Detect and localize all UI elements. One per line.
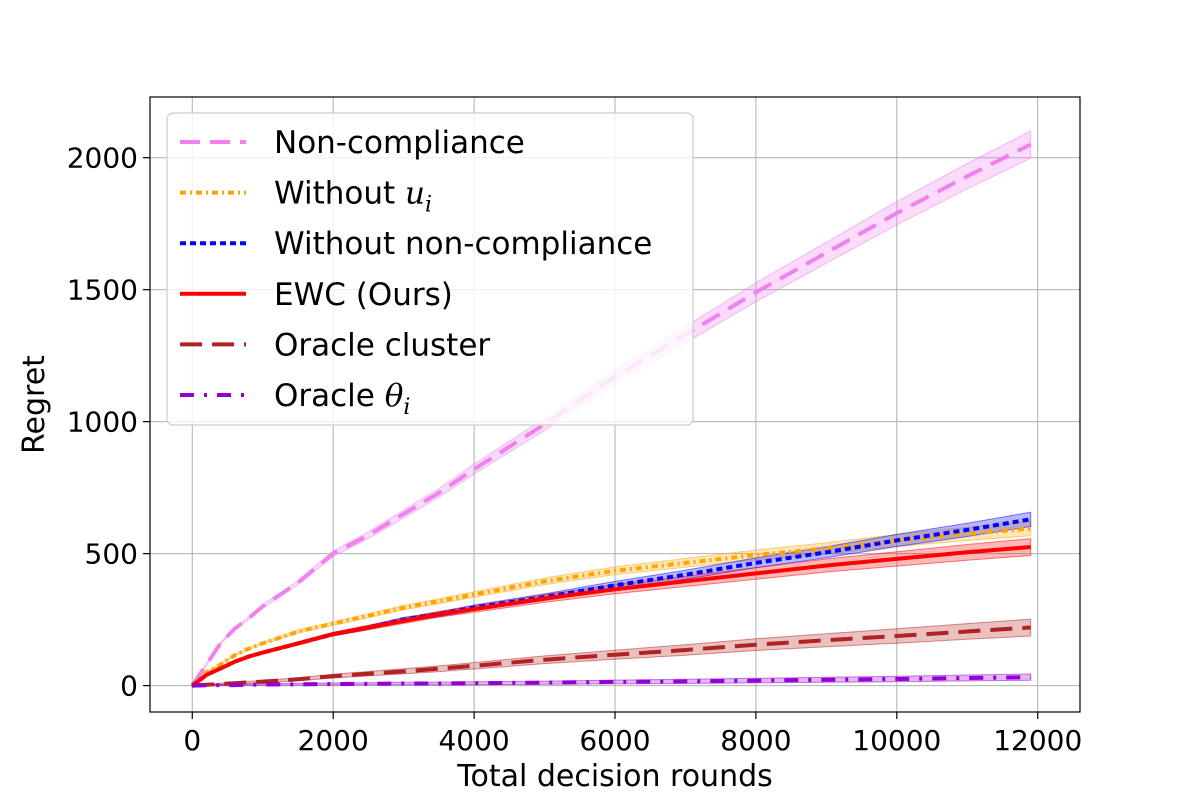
x-tick-label: 10000 <box>852 724 941 757</box>
series-line-1 <box>190 526 1031 688</box>
legend-entry-main: Non-compliance <box>274 125 525 161</box>
legend-entry-main: Oracle <box>274 378 385 414</box>
legend-entry-symbol: θ <box>385 378 404 414</box>
y-tick-label: 0 <box>120 670 138 703</box>
legend-entry-subscript: i <box>403 395 410 420</box>
legend-entry-main: EWC (Ours) <box>274 277 453 313</box>
x-tick-label: 2000 <box>298 724 369 757</box>
x-axis-label: Total decision rounds <box>456 759 773 794</box>
y-tick-label: 1500 <box>67 274 138 307</box>
legend-entry-symbol: u <box>405 176 425 212</box>
series-line-0 <box>190 142 1032 687</box>
legend-entry-main: Without non-compliance <box>274 226 652 262</box>
y-axis-label: Regret <box>17 355 52 454</box>
legend-entry-subscript: i <box>425 193 432 218</box>
legend-entry-1: Without ui <box>274 176 432 218</box>
series-lines <box>190 142 1032 688</box>
legend-entry-5: Oracle θi <box>274 378 410 420</box>
legend-entry-main: Oracle cluster <box>274 327 490 363</box>
band-1 <box>191 520 1032 688</box>
x-tick-label: 4000 <box>438 724 509 757</box>
x-tick-label: 0 <box>183 724 201 757</box>
series-line-5 <box>192 675 1031 688</box>
legend-entry-main: Without <box>274 176 405 212</box>
y-tick-label: 500 <box>85 538 138 571</box>
x-tick-label: 8000 <box>720 724 791 757</box>
band-3 <box>191 538 1032 688</box>
x-tick-label: 6000 <box>579 724 650 757</box>
legend-entry-3: EWC (Ours) <box>274 277 453 313</box>
series-line-3 <box>191 545 1031 688</box>
legend-entry-4: Oracle cluster <box>274 327 490 363</box>
legend-entry-0: Non-compliance <box>274 125 525 161</box>
y-tick-label: 1000 <box>67 406 138 439</box>
x-tick-label: 12000 <box>993 724 1082 757</box>
axis-ticks: 0 2000 4000 6000 8000 10000 12000 0 500 1000 1500 2… <box>67 142 1083 757</box>
legend-box <box>166 112 694 426</box>
legend-entry-2: Without non-compliance <box>274 226 652 262</box>
y-tick-label: 2000 <box>67 142 138 175</box>
